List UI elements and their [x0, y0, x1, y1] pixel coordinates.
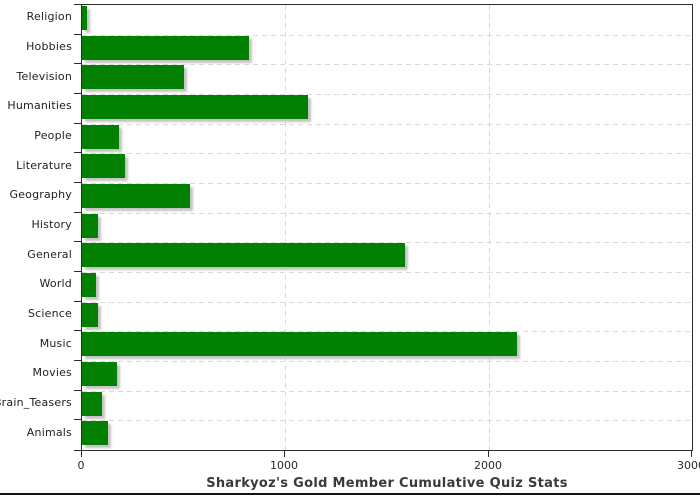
grid-line-horizontal [82, 35, 692, 36]
grid-line-horizontal [82, 213, 692, 214]
category-label: Geography [9, 188, 72, 202]
bar [82, 243, 405, 267]
y-axis-tick [74, 4, 81, 5]
category-label: Animals [26, 425, 72, 439]
category-label: Television [16, 69, 72, 83]
x-axis-tick [691, 451, 692, 457]
grid-line-horizontal [82, 361, 692, 362]
x-tick-label: 2000 [474, 459, 502, 472]
bar [82, 65, 184, 89]
grid-line-horizontal [82, 272, 692, 273]
grid-line-horizontal [82, 94, 692, 95]
category-label: History [31, 217, 72, 231]
category-label: Science [27, 306, 72, 320]
category-label: World [39, 277, 72, 291]
grid-line-horizontal [82, 331, 692, 332]
y-axis-tick [74, 301, 81, 302]
category-label: Religion [26, 10, 72, 24]
category-label: General [27, 247, 72, 261]
y-axis-tick [74, 34, 81, 35]
grid-line-horizontal [82, 153, 692, 154]
grid-line-horizontal [82, 391, 692, 392]
bar [82, 214, 98, 238]
bar [82, 303, 98, 327]
bar [82, 421, 108, 445]
plot-area [81, 4, 693, 451]
grid-line-vertical [489, 5, 490, 450]
bar [82, 95, 308, 119]
y-axis-tick [74, 450, 81, 451]
category-label: Hobbies [26, 39, 72, 53]
bar [82, 36, 249, 60]
y-axis-tick [74, 330, 81, 331]
y-axis-tick [74, 93, 81, 94]
grid-line-horizontal [82, 124, 692, 125]
y-axis-tick [74, 271, 81, 272]
x-axis-tick [81, 451, 82, 457]
y-axis-tick [74, 360, 81, 361]
y-axis-tick [74, 123, 81, 124]
x-axis-tick [488, 451, 489, 457]
category-label: Literature [16, 158, 72, 172]
x-tick-label: 0 [77, 459, 85, 472]
y-axis-tick [74, 63, 81, 64]
bar [82, 154, 125, 178]
grid-line-horizontal [82, 183, 692, 184]
bottom-rule [0, 493, 700, 495]
bar [82, 273, 96, 297]
bar [82, 362, 117, 386]
grid-line-horizontal [82, 302, 692, 303]
bar [82, 6, 87, 30]
bar [82, 125, 119, 149]
category-label: People [34, 128, 72, 142]
category-label: Movies [32, 366, 72, 380]
y-axis-tick [74, 182, 81, 183]
grid-line-vertical [285, 5, 286, 450]
grid-line-horizontal [82, 64, 692, 65]
bar [82, 332, 517, 356]
x-tick-label: 1000 [270, 459, 298, 472]
bar [82, 184, 190, 208]
bar [82, 392, 102, 416]
category-label: Music [39, 336, 72, 350]
category-label: Brain_Teasers [0, 395, 72, 409]
y-axis-tick [74, 212, 81, 213]
category-label: Humanities [7, 99, 72, 113]
grid-line-horizontal [82, 242, 692, 243]
x-tick-label: 3000 [677, 459, 700, 472]
chart-title: Sharkyoz's Gold Member Cumulative Quiz S… [206, 476, 568, 491]
y-axis-tick [74, 419, 81, 420]
grid-line-horizontal [82, 420, 692, 421]
y-axis-tick [74, 152, 81, 153]
x-axis-tick [284, 451, 285, 457]
y-axis-tick [74, 241, 81, 242]
y-axis-tick [74, 390, 81, 391]
